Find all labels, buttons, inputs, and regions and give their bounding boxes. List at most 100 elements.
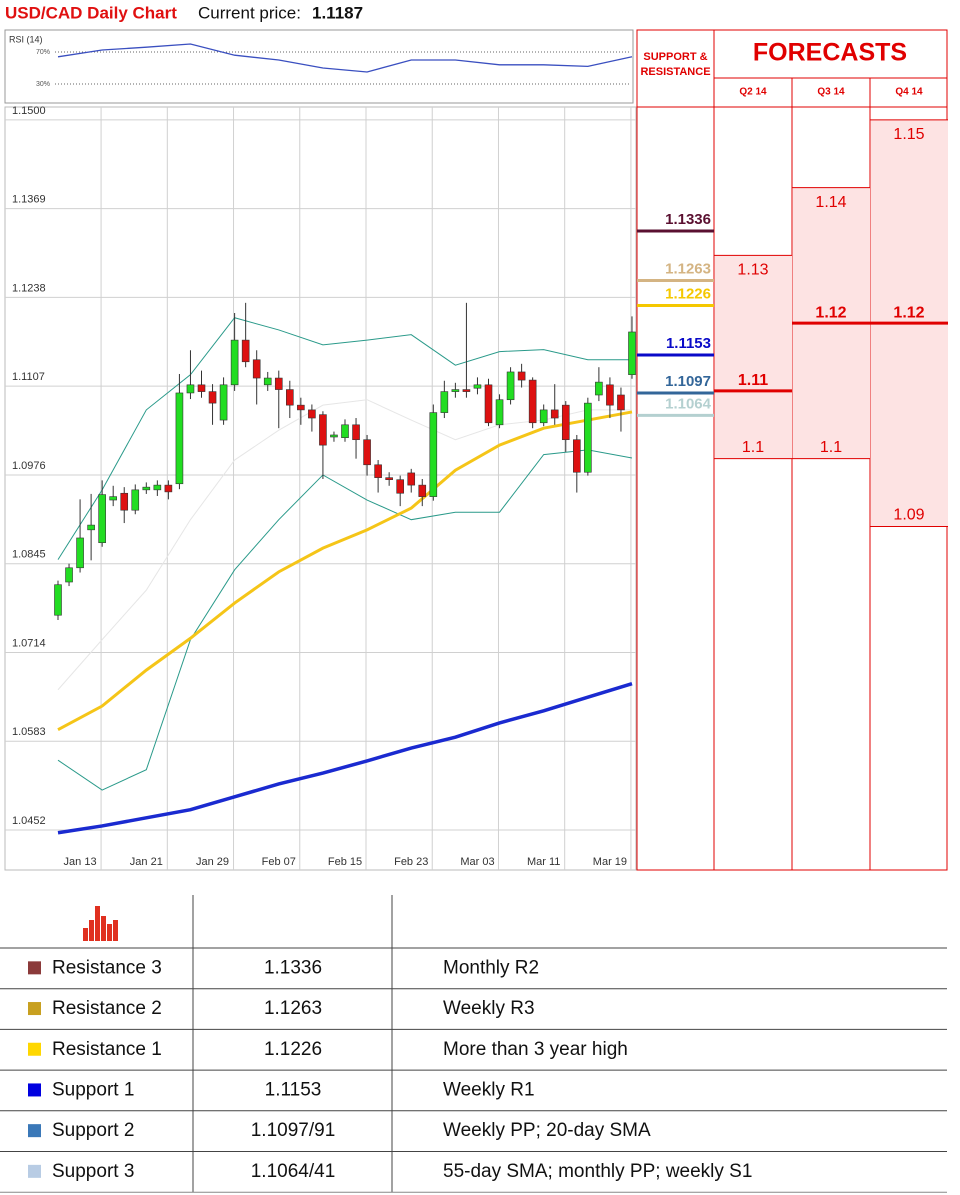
y-tick-label: 1.0714 bbox=[12, 637, 46, 649]
candle-body bbox=[385, 477, 393, 480]
table-icon bbox=[83, 906, 118, 941]
indicator-line bbox=[57, 399, 632, 691]
indicator-line bbox=[57, 449, 633, 791]
cell: Weekly PP; 20-day SMA bbox=[443, 1120, 651, 1141]
candle-body bbox=[495, 399, 504, 426]
cell: Weekly R3 bbox=[443, 998, 535, 1019]
candle-body bbox=[528, 379, 537, 424]
cell: Monthly R2 bbox=[443, 957, 539, 978]
x-tick-label: Jan 21 bbox=[130, 856, 163, 868]
candle-body bbox=[429, 412, 438, 497]
level-label: 1.1226 bbox=[665, 286, 711, 303]
y-tick-label: 1.0976 bbox=[12, 460, 46, 472]
swatch bbox=[28, 1042, 41, 1056]
candle-body bbox=[451, 389, 460, 392]
candle-body bbox=[297, 404, 305, 411]
candle-body bbox=[374, 464, 382, 478]
candle-body bbox=[153, 484, 162, 491]
column-label: Q4 14 bbox=[895, 87, 923, 98]
candle-body bbox=[98, 494, 106, 544]
x-tick-label: Feb 23 bbox=[394, 856, 428, 868]
candle-body bbox=[54, 584, 62, 616]
candle-body bbox=[319, 414, 327, 446]
candle-body bbox=[186, 384, 195, 394]
y-tick-label: 1.1369 bbox=[12, 194, 46, 206]
candle-body bbox=[65, 567, 73, 583]
candle-body bbox=[164, 484, 173, 493]
indicator-line bbox=[57, 410, 633, 732]
level-label: 1.1097 bbox=[665, 373, 711, 390]
level-label: 1.1336 bbox=[665, 211, 711, 228]
level-label: 1.1263 bbox=[665, 260, 711, 277]
cell: Resistance 3 bbox=[52, 957, 162, 978]
y-tick-label: 1.1107 bbox=[12, 371, 45, 383]
candle-body bbox=[584, 402, 592, 473]
candle-body bbox=[352, 424, 360, 441]
y-tick-label: 1.0583 bbox=[12, 726, 46, 738]
cell: 1.1064/41 bbox=[251, 1161, 336, 1182]
forecast-low-label: 1.1 bbox=[820, 439, 842, 456]
candle-body bbox=[396, 479, 404, 494]
candle-body bbox=[407, 472, 416, 486]
y-tick-label: 1.1500 bbox=[12, 105, 46, 117]
swatch bbox=[28, 1083, 41, 1097]
x-tick-label: Jan 29 bbox=[196, 856, 229, 868]
candle-body bbox=[550, 409, 559, 419]
forecast-mid-label: 1.11 bbox=[738, 372, 768, 389]
candle-body bbox=[341, 424, 349, 438]
forecast-high-label: 1.14 bbox=[815, 194, 846, 211]
y-tick-label: 70% bbox=[36, 49, 50, 56]
cell: Support 1 bbox=[52, 1079, 134, 1100]
forecast-high-label: 1.13 bbox=[737, 262, 768, 279]
candle-body bbox=[606, 384, 614, 406]
swatch bbox=[28, 1124, 41, 1138]
forecast-high-label: 1.15 bbox=[893, 126, 924, 143]
cell: Resistance 2 bbox=[52, 998, 162, 1019]
candle-body bbox=[506, 371, 515, 401]
candle-body bbox=[76, 537, 84, 569]
candle-body bbox=[484, 384, 493, 424]
candle-body bbox=[418, 484, 427, 497]
column-label: Q2 14 bbox=[739, 87, 767, 98]
indicator-line bbox=[57, 681, 633, 835]
rsi-panel bbox=[4, 29, 634, 104]
candle-body bbox=[263, 377, 272, 386]
price-label: Current price: bbox=[198, 3, 301, 22]
panel-title: RSI (14) bbox=[9, 34, 43, 44]
candle-body bbox=[109, 496, 117, 501]
candle-body bbox=[286, 389, 294, 406]
candle-body bbox=[230, 339, 239, 386]
candle-body bbox=[274, 377, 283, 390]
forecast-title: FORECASTS bbox=[753, 39, 907, 67]
price: 1.1187 bbox=[312, 3, 363, 22]
candle-body bbox=[175, 392, 184, 485]
candle-body bbox=[219, 384, 228, 421]
candle-body bbox=[561, 404, 570, 441]
x-tick-label: Feb 07 bbox=[262, 856, 296, 868]
forecast-low-label: 1.09 bbox=[893, 507, 924, 524]
swatch bbox=[28, 1002, 41, 1016]
levels-title: SUPPORT & RESISTANCE bbox=[640, 51, 711, 78]
x-tick-label: Feb 15 bbox=[328, 856, 362, 868]
candle-body bbox=[517, 371, 526, 381]
candle-body bbox=[363, 439, 371, 466]
candle-body bbox=[573, 439, 581, 473]
forecast-mid-label: 1.12 bbox=[893, 304, 924, 321]
column-label: Q3 14 bbox=[817, 87, 845, 98]
cell: Weekly R1 bbox=[443, 1079, 535, 1100]
x-tick-label: Mar 19 bbox=[593, 856, 627, 868]
candle-body bbox=[241, 339, 250, 363]
cell: 1.1226 bbox=[264, 1039, 322, 1060]
candle-body bbox=[208, 391, 217, 404]
forecast-low-label: 1.1 bbox=[742, 439, 764, 456]
y-tick-label: 1.0452 bbox=[12, 815, 46, 827]
candle-body bbox=[617, 394, 625, 411]
forecast-mid-label: 1.12 bbox=[815, 304, 846, 321]
candle-body bbox=[473, 384, 482, 389]
y-tick-label: 30% bbox=[36, 81, 50, 88]
y-tick-label: 1.1238 bbox=[12, 282, 46, 294]
level-label: 1.1064 bbox=[665, 395, 712, 412]
candle-body bbox=[595, 381, 603, 396]
forecast-range bbox=[715, 255, 792, 459]
